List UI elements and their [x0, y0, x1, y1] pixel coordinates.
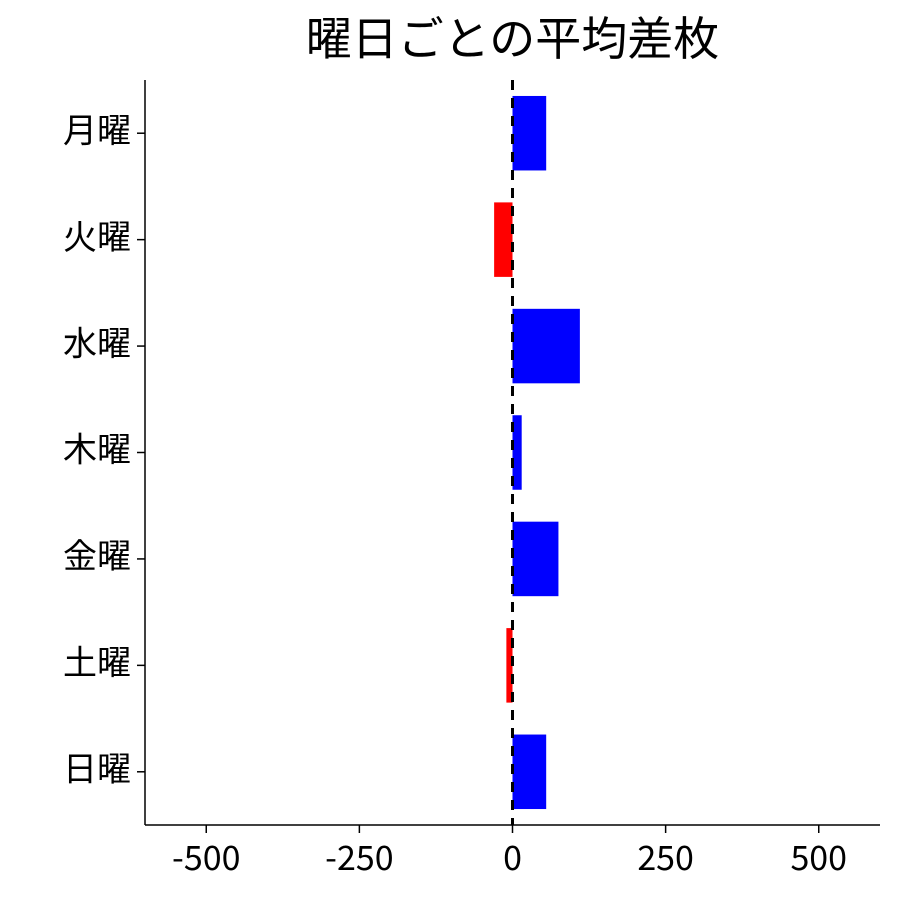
chart-title: 曜日ごとの平均差枚 — [306, 3, 720, 69]
x-tick-label: 250 — [637, 831, 694, 880]
bar — [513, 735, 547, 810]
bar — [513, 522, 559, 597]
x-tick-label: -500 — [172, 831, 240, 880]
x-tick-label: 500 — [790, 831, 847, 880]
chart-container: 曜日ごとの平均差枚月曜火曜水曜木曜金曜土曜日曜 -500 -250 0 250 500 — [0, 0, 900, 900]
y-tick-label: 月曜 — [63, 103, 131, 152]
chart-svg: 曜日ごとの平均差枚月曜火曜水曜木曜金曜土曜日曜 -500 -250 0 250 500 — [0, 0, 900, 900]
y-tick-label: 木曜 — [63, 423, 131, 472]
y-tick-label: 火曜 — [63, 210, 131, 259]
y-tick-label: 水曜 — [63, 316, 131, 365]
bar — [513, 309, 580, 384]
y-tick-label: 土曜 — [63, 636, 131, 685]
y-tick-label: 日曜 — [63, 742, 131, 791]
y-tick-label: 金曜 — [63, 529, 131, 578]
x-tick-label: 0 — [503, 831, 522, 880]
bar — [513, 96, 547, 171]
x-tick-label: -250 — [325, 831, 393, 880]
bar — [494, 202, 512, 277]
